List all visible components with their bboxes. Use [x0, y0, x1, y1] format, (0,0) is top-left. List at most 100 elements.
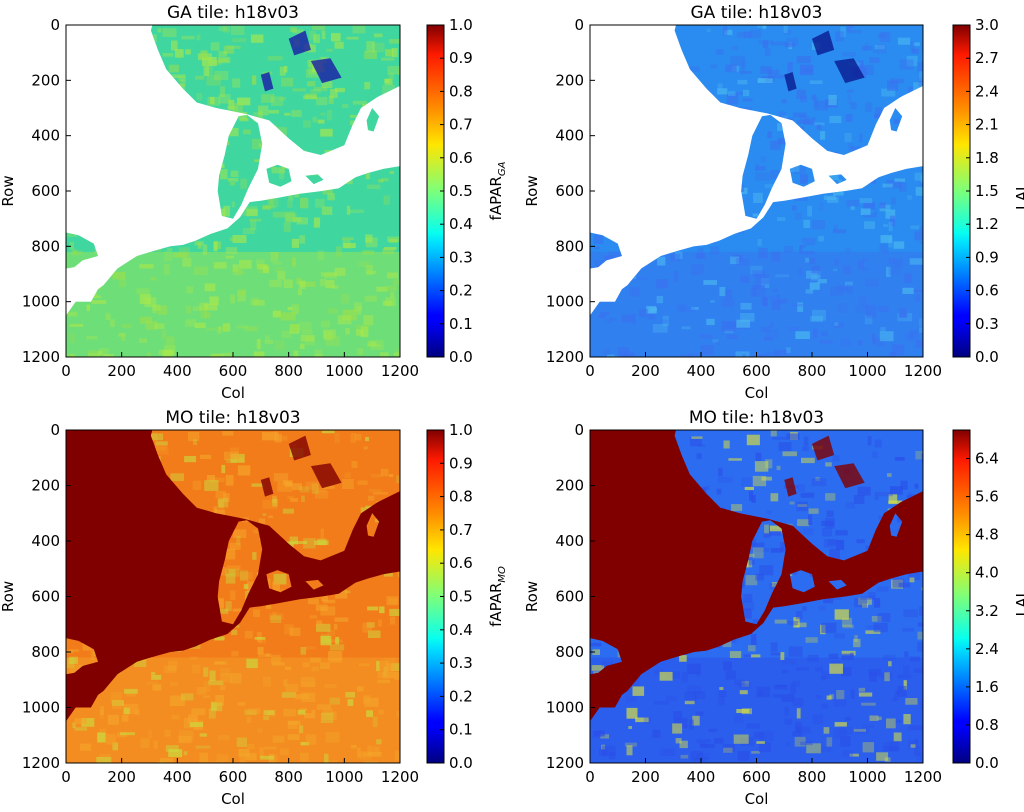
panel-4-xtick-label: 800: [798, 768, 827, 786]
panel-2-colorbar-label: LAIGA: [1013, 172, 1024, 210]
panel-3-xtick-label: 1200: [381, 768, 419, 786]
panel-4-xtick-label: 600: [742, 768, 771, 786]
panel-2-cbar-tick-label: 0.0: [975, 348, 999, 366]
panel-2-xtick-label: 0: [585, 362, 595, 380]
panel-3-ytick-label: 1000: [22, 699, 60, 717]
panel-1-ytick-label: 600: [31, 182, 60, 200]
panel-2-cbar-tick-label: 0.6: [975, 282, 999, 300]
panel-3-ytick-label: 200: [31, 477, 60, 495]
panel-4-title: MO tile: h18v03: [689, 408, 824, 428]
panel-1-xtick-label: 600: [219, 362, 248, 380]
panel-1-xlabel: Col: [221, 384, 245, 402]
panel-3-cbar-tick-label: 0.8: [449, 488, 473, 506]
panel-1-cbar-tick-label: 0.4: [449, 215, 473, 233]
panel-4-cbar-tick-label: 2.4: [975, 640, 999, 658]
panel-4-xtick-label: 200: [631, 768, 660, 786]
panel-1-cbar-tick-label: 0.9: [449, 49, 473, 67]
panel-1-ytick-label: 0: [50, 16, 60, 34]
panel-2-cbar-tick-label: 3.0: [975, 16, 999, 34]
panel-3-ytick-label: 800: [31, 643, 60, 661]
panel-4-ytick-label: 400: [555, 532, 584, 550]
panel-3-lake-3: [260, 477, 274, 497]
panel-3-cbar-tick-label: 1.0: [449, 421, 473, 439]
panel-2-xtick-label: 1200: [904, 362, 942, 380]
panel-2-title: GA tile: h18v03: [690, 3, 822, 23]
panel-1-map: [66, 25, 400, 357]
panel-4-cbar-tick-label: 0.8: [975, 716, 999, 734]
panel-3-xtick-label: 800: [274, 768, 303, 786]
panel-1-title: GA tile: h18v03: [167, 3, 299, 23]
panel-4-ytick-label: 600: [555, 588, 584, 606]
panel-4-xtick-label: 400: [687, 768, 716, 786]
panel-4-south-tone: [590, 657, 923, 763]
panel-3-cbar-tick-label: 0.3: [449, 654, 473, 672]
panel-4-colorbar: [952, 429, 971, 764]
panel-4-xtick-label: 0: [585, 768, 595, 786]
panel-3-xlabel: Col: [221, 790, 245, 808]
panel-3-cbar-tick-label: 0.5: [449, 588, 473, 606]
panel-2-cbar-tick-label: 0.3: [975, 315, 999, 333]
panel-3-title: MO tile: h18v03: [165, 408, 300, 428]
panel-1-ylabel: Row: [0, 175, 17, 206]
panel-3-cbar-tick-label: 0.6: [449, 554, 473, 572]
panel-2-xlabel: Col: [745, 384, 769, 402]
panel-3-ytick-label: 600: [31, 588, 60, 606]
panel-4-cbar-tick-label: 1.6: [975, 678, 999, 696]
panel-2-ytick-label: 0: [574, 16, 584, 34]
panel-4-ytick-label: 200: [555, 477, 584, 495]
panel-1-cbar-tick-label: 0.2: [449, 282, 473, 300]
panel-2-cbar-tick-label: 1.8: [975, 149, 999, 167]
panel-1-xtick-label: 400: [163, 362, 192, 380]
panel-2-cbar-tick-label: 1.2: [975, 215, 999, 233]
panel-4-xtick-label: 1000: [848, 768, 886, 786]
panel-1-ytick-label: 1000: [22, 293, 60, 311]
panel-4-cbar-tick-label: 0.0: [975, 754, 999, 772]
panel-3-ytick-label: 400: [31, 532, 60, 550]
panel-2-cbar-tick-label: 2.7: [975, 49, 999, 67]
panel-2-ytick-label: 400: [555, 127, 584, 145]
panel-2-ytick-label: 800: [555, 237, 584, 255]
panel-2-cbar-tick-label: 0.9: [975, 248, 999, 266]
panel-3-ytick-label: 0: [50, 421, 60, 439]
panel-2-ylabel: Row: [523, 175, 541, 206]
panel-2-lake-1: [812, 30, 835, 56]
panel-1-ytick-label: 800: [31, 237, 60, 255]
panel-1-cbar-tick-label: 0.7: [449, 116, 473, 134]
panel-4-ylabel: Row: [523, 581, 541, 612]
panel-3-lake-2: [310, 463, 342, 489]
panel-2-xtick-label: 800: [798, 362, 827, 380]
panel-3-xtick-label: 200: [107, 768, 136, 786]
panel-2-cbar-tick-label: 2.1: [975, 116, 999, 134]
panel-1-xtick-label: 1000: [325, 362, 363, 380]
panel-3-xtick-label: 400: [163, 768, 192, 786]
panel-2-ytick-label: 1200: [546, 348, 584, 366]
panel-2-xtick-label: 200: [631, 362, 660, 380]
panel-4-map: [590, 430, 923, 763]
panel-1-lake-1: [288, 30, 311, 56]
panel-4-cbar-tick-label: 4.0: [975, 564, 999, 582]
panel-1-cbar-tick-label: 0.1: [449, 315, 473, 333]
panel-1-ytick-label: 200: [31, 71, 60, 89]
panel-2-south-tone: [590, 251, 923, 357]
panel-3-xtick-label: 0: [61, 768, 71, 786]
panel-3-cbar-tick-label: 0.0: [449, 754, 473, 772]
panel-1-cbar-tick-label: 0.0: [449, 348, 473, 366]
panel-3-xtick-label: 600: [219, 768, 248, 786]
panel-2-map: [590, 25, 923, 357]
panel-2-cbar-tick-label: 1.5: [975, 182, 999, 200]
panel-1-xtick-label: 800: [274, 362, 303, 380]
panel-4-cbar-tick-label: 5.6: [975, 488, 999, 506]
panel-4-cbar-tick-label: 6.4: [975, 450, 999, 468]
panel-2-xtick-label: 1000: [848, 362, 886, 380]
panel-3-colorbar-label: fAPARMO: [487, 566, 508, 627]
panel-2-ytick-label: 600: [555, 182, 584, 200]
panel-4-ytick-label: 0: [574, 421, 584, 439]
panel-1-cbar-tick-label: 1.0: [449, 16, 473, 34]
panel-1-xtick-label: 1200: [381, 362, 419, 380]
panel-1-colorbar-label: fAPARGA: [487, 161, 508, 220]
panel-4-ytick-label: 1000: [546, 699, 584, 717]
panel-3-cbar-tick-label: 0.9: [449, 454, 473, 472]
panel-2-ytick-label: 200: [555, 71, 584, 89]
panel-1-cbar-tick-label: 0.3: [449, 248, 473, 266]
